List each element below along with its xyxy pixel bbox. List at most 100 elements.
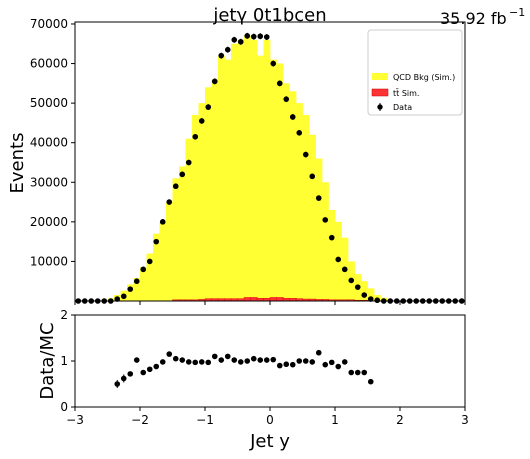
qcd-bar	[133, 278, 141, 301]
ratio-point	[270, 356, 277, 363]
qcd-bar	[231, 43, 238, 301]
data-point	[153, 238, 160, 245]
qcd-bar	[244, 35, 251, 301]
legend-label-qcd: QCD Bkg (Sim.)	[393, 73, 455, 82]
lumi-exponent: −1	[509, 6, 525, 19]
ratio-point	[179, 357, 186, 363]
ratio-point	[244, 358, 251, 364]
ratio-y-tick-label: 1	[60, 354, 68, 368]
qcd-bar	[296, 103, 303, 302]
data-point	[146, 258, 153, 265]
ratio-point	[315, 349, 322, 356]
main-y-tick-label: 20000	[30, 215, 68, 229]
qcd-bar	[263, 39, 271, 302]
qcd-bar	[198, 103, 206, 302]
data-point	[205, 104, 212, 110]
data-point	[367, 296, 374, 302]
ttbar-bar	[276, 297, 284, 302]
ratio-point	[276, 362, 283, 369]
x-tick-label: 0	[266, 413, 274, 427]
legend-marker-data	[377, 104, 383, 110]
ratio-point	[328, 359, 335, 366]
qcd-bar	[153, 233, 160, 301]
data-point	[192, 133, 199, 140]
data-point	[276, 80, 283, 87]
qcd-bar	[218, 55, 225, 301]
qcd-bar	[140, 267, 147, 301]
x-tick-label: 3	[461, 413, 469, 427]
qcd-bar	[159, 221, 167, 301]
ratio-point	[335, 363, 342, 370]
ratio-point	[367, 378, 374, 385]
data-point	[127, 286, 134, 292]
qcd-bar	[289, 91, 297, 302]
data-point	[172, 183, 179, 190]
data-point	[120, 293, 127, 300]
qcd-bar	[211, 79, 219, 301]
ratio-point	[198, 359, 205, 365]
main-y-ticks: 10000 20000 30000 40000 50000 60000 70000	[30, 17, 75, 268]
qcd-bar	[328, 209, 336, 301]
ratio-point	[140, 369, 147, 376]
ratio-point	[114, 381, 121, 387]
ratio-point	[257, 357, 264, 363]
qcd-bar	[361, 281, 368, 301]
ratio-data-points	[114, 349, 374, 388]
data-point	[361, 292, 368, 298]
data-point	[231, 37, 238, 43]
chart-title: jetγ 0t1bcen	[212, 5, 326, 26]
ratio-point	[146, 366, 153, 373]
x-axis-label: Jet y	[249, 431, 290, 452]
ratio-point	[127, 371, 134, 377]
qcd-bar	[250, 39, 258, 302]
ratio-y-ticks: 0 1 2	[60, 308, 75, 414]
data-point	[257, 33, 264, 40]
x-tick-label: −1	[196, 413, 214, 427]
ratio-point	[166, 351, 173, 357]
x-tick-label: −3	[66, 413, 84, 427]
qcd-bar	[127, 284, 134, 301]
ratio-point	[224, 353, 231, 360]
ratio-y-axis-label: Data/MC	[37, 322, 58, 399]
data-point	[302, 151, 309, 158]
ratio-y-tick-label: 0	[60, 400, 68, 414]
data-point	[166, 199, 173, 205]
ratio-point	[354, 369, 361, 376]
ratio-point	[205, 359, 212, 366]
data-point	[237, 38, 244, 45]
ratio-point	[322, 361, 329, 368]
data-point	[335, 256, 342, 263]
qcd-bar	[309, 134, 316, 301]
ratio-point	[263, 357, 270, 363]
data-point	[250, 33, 257, 40]
ratio-x-ticks: −3 −2 −1 0 1 2 3	[66, 301, 469, 427]
ratio-point	[153, 363, 160, 370]
ratio-y-tick-label: 2	[60, 308, 68, 322]
data-point	[140, 266, 147, 273]
qcd-bar	[322, 182, 329, 301]
data-point	[270, 60, 277, 67]
legend: QCD Bkg (Sim.) tt̄ Sim. Data	[367, 29, 463, 116]
ratio-point	[296, 358, 303, 364]
ratio-point	[283, 361, 290, 368]
x-tick-label: 2	[396, 413, 404, 427]
x-tick-label: −2	[131, 413, 149, 427]
ttbar-bar	[250, 297, 258, 302]
main-y-tick-label: 60000	[30, 57, 68, 71]
qcd-bar	[179, 166, 186, 301]
qcd-bar	[315, 158, 323, 301]
main-panel: 10000 20000 30000 40000 50000 60000 70000 Even…	[7, 17, 466, 304]
qcd-bar	[302, 115, 310, 301]
ratio-point	[348, 369, 355, 376]
ratio-point	[218, 357, 225, 363]
data-point	[185, 159, 192, 166]
lumi-label: 35.92 fb	[440, 9, 507, 28]
main-y-axis-label: Events	[7, 133, 28, 194]
qcd-bar	[172, 178, 180, 301]
legend-swatch-ttbar	[371, 88, 389, 97]
legend-label-data: Data	[393, 103, 412, 112]
ratio-point	[341, 359, 348, 365]
ratio-point	[159, 359, 166, 365]
data-point	[133, 278, 140, 285]
ratio-panel: 0 1 2 −3 −2 −1 0 1 2 3 Data/MC Jet y	[37, 301, 469, 452]
